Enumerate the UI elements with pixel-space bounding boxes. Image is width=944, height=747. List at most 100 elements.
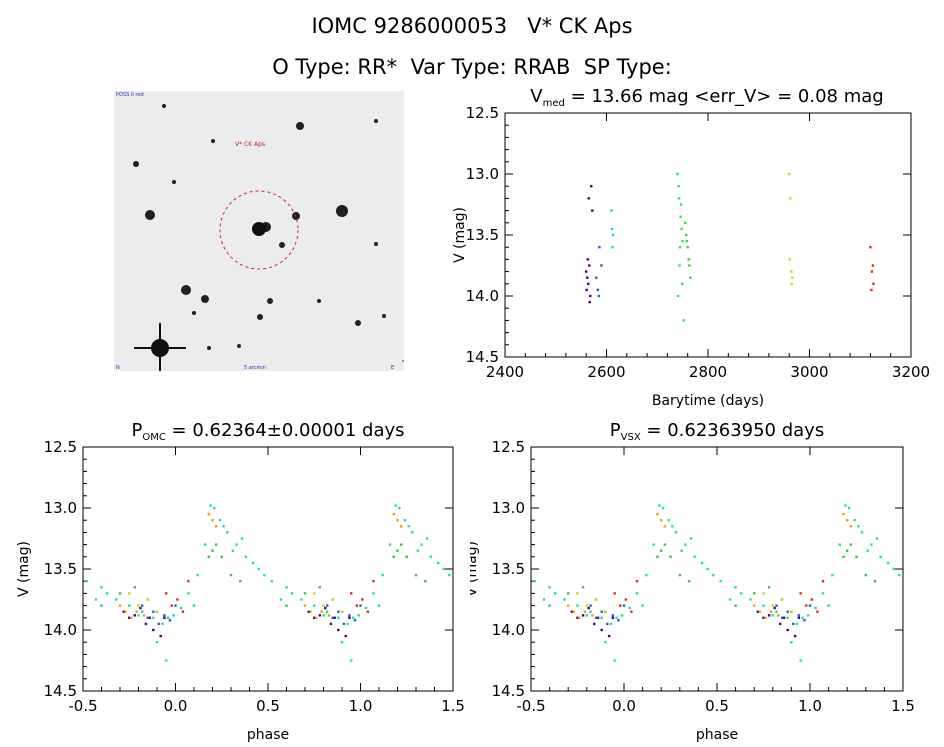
data-point — [118, 592, 122, 595]
data-point — [849, 543, 853, 546]
series-orange — [567, 512, 853, 619]
data-point — [680, 549, 683, 552]
data-point — [337, 610, 340, 613]
data-point — [170, 604, 173, 607]
data-point — [326, 610, 329, 613]
data-point — [587, 282, 590, 285]
data-point — [728, 598, 732, 601]
data-point — [791, 276, 794, 279]
data-point — [322, 604, 325, 607]
data-point — [600, 610, 603, 613]
plot-frame — [82, 446, 454, 692]
series-s1 — [585, 185, 594, 304]
data-point — [313, 604, 316, 607]
data-point — [780, 598, 784, 601]
y-tick-label: 13.5 — [492, 560, 525, 578]
data-point — [685, 239, 688, 243]
data-point — [585, 614, 588, 617]
data-point — [808, 604, 812, 607]
data-point — [587, 606, 590, 610]
y-tick-label: 14.5 — [466, 348, 499, 366]
data-point — [622, 604, 626, 607]
x-tick-label: 1.0 — [798, 697, 822, 715]
data-point — [148, 616, 151, 619]
data-point — [853, 519, 856, 522]
data-point — [586, 258, 589, 261]
data-point — [613, 659, 616, 662]
data-point — [892, 567, 895, 571]
data-point — [762, 592, 765, 595]
data-point — [403, 519, 407, 522]
data-point — [687, 258, 690, 261]
data-point — [684, 233, 688, 237]
data-point — [816, 610, 819, 613]
data-point — [684, 543, 687, 546]
data-point — [144, 622, 148, 626]
series-s4 — [676, 172, 685, 322]
data-point — [570, 610, 574, 613]
data-point — [700, 561, 704, 565]
data-point — [257, 567, 260, 571]
data-point — [337, 616, 340, 619]
data-point — [706, 567, 709, 571]
data-point — [351, 616, 355, 619]
x-tick-label: -0.5 — [68, 697, 97, 715]
data-point — [226, 531, 229, 534]
data-point — [775, 604, 778, 607]
data-point — [609, 622, 613, 626]
data-point — [437, 561, 440, 565]
x-tick-label: 2400 — [486, 363, 524, 381]
data-point — [821, 592, 825, 595]
data-point — [753, 592, 756, 595]
data-point — [898, 573, 901, 577]
data-point — [128, 616, 131, 619]
data-point — [873, 580, 877, 583]
data-point — [355, 604, 358, 607]
data-point — [790, 610, 793, 613]
series-cycle — [85, 504, 451, 662]
data-point — [604, 641, 607, 644]
data-point — [871, 264, 875, 267]
series-s2 — [595, 246, 603, 298]
data-point — [788, 172, 791, 176]
y-tick-label: 13.0 — [466, 165, 499, 183]
data-point — [585, 288, 588, 292]
data-point — [209, 504, 212, 507]
data-point — [137, 604, 140, 607]
data-point — [875, 537, 879, 540]
y-axis-label: V (mag) — [470, 541, 480, 597]
data-point — [606, 622, 609, 626]
series-dim_branch — [548, 543, 877, 607]
data-point — [128, 604, 131, 607]
x-tick-label: 1.5 — [891, 697, 915, 715]
data-point — [400, 525, 403, 528]
data-point — [392, 555, 395, 558]
x-tick-label: 1.0 — [349, 697, 373, 715]
plot-frame — [530, 446, 904, 692]
data-point — [235, 543, 238, 546]
data-point — [567, 604, 570, 607]
data-point — [100, 604, 103, 607]
data-point — [767, 586, 771, 589]
y-tick-label: 14.0 — [44, 621, 77, 639]
data-point — [416, 549, 420, 552]
y-axis-label: V (mag) — [452, 207, 468, 263]
object-types: O Type: RR* Var Type: RRAB SP Type: — [272, 55, 672, 79]
data-point — [801, 616, 804, 619]
data-point — [414, 573, 418, 577]
data-point — [392, 512, 395, 516]
data-point — [394, 504, 397, 507]
data-point — [252, 561, 255, 565]
data-point — [152, 610, 155, 613]
data-point — [172, 614, 175, 617]
series-cycle — [533, 504, 901, 662]
series-purple — [122, 606, 351, 638]
data-point — [693, 555, 696, 558]
data-point — [166, 616, 170, 619]
data-point — [122, 610, 125, 613]
data-point — [155, 641, 159, 644]
data-point — [792, 622, 795, 626]
data-point — [678, 246, 682, 249]
data-point — [320, 610, 323, 613]
data-point — [844, 504, 847, 507]
